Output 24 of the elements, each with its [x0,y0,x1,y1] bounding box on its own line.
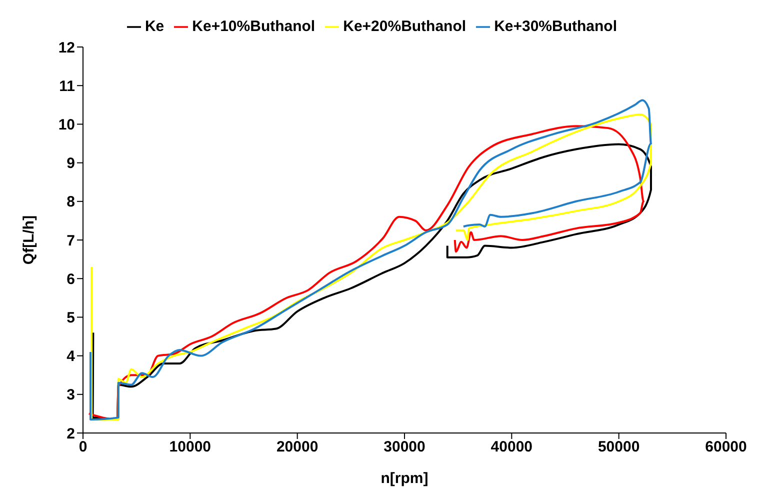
x-tick-label: 60000 [705,438,747,456]
x-axis-title: n[rpm] [380,470,428,487]
y-tick-label: 7 [66,232,75,250]
legend-label: Ke+20%Buthanol [343,18,466,35]
x-tick-label: 10000 [169,438,212,456]
legend-label: Ke+10%Buthanol [192,18,316,35]
y-tick-label: 4 [66,348,76,366]
legend-label: Ke [144,18,164,35]
y-tick-label: 2 [66,425,75,442]
y-tick-label: 5 [66,310,75,327]
x-tick-label: 40000 [490,438,533,456]
y-tick-label: 8 [66,194,75,211]
x-tick-label: 20000 [276,438,318,456]
x-tick-label: 50000 [598,438,640,456]
y-tick-label: 9 [66,155,75,172]
x-tick-label: 0 [78,438,88,456]
legend-label: Ke+30%Buthanol [494,18,618,35]
y-tick-label: 6 [66,270,75,288]
y-tick-label: 10 [58,116,75,134]
y-axis-title: Qf[L/h] [20,215,38,265]
y-tick-label: 3 [66,386,75,404]
x-tick-label: 30000 [384,438,426,456]
y-tick-label: 11 [59,78,75,95]
y-tick-label: 12 [58,39,75,56]
